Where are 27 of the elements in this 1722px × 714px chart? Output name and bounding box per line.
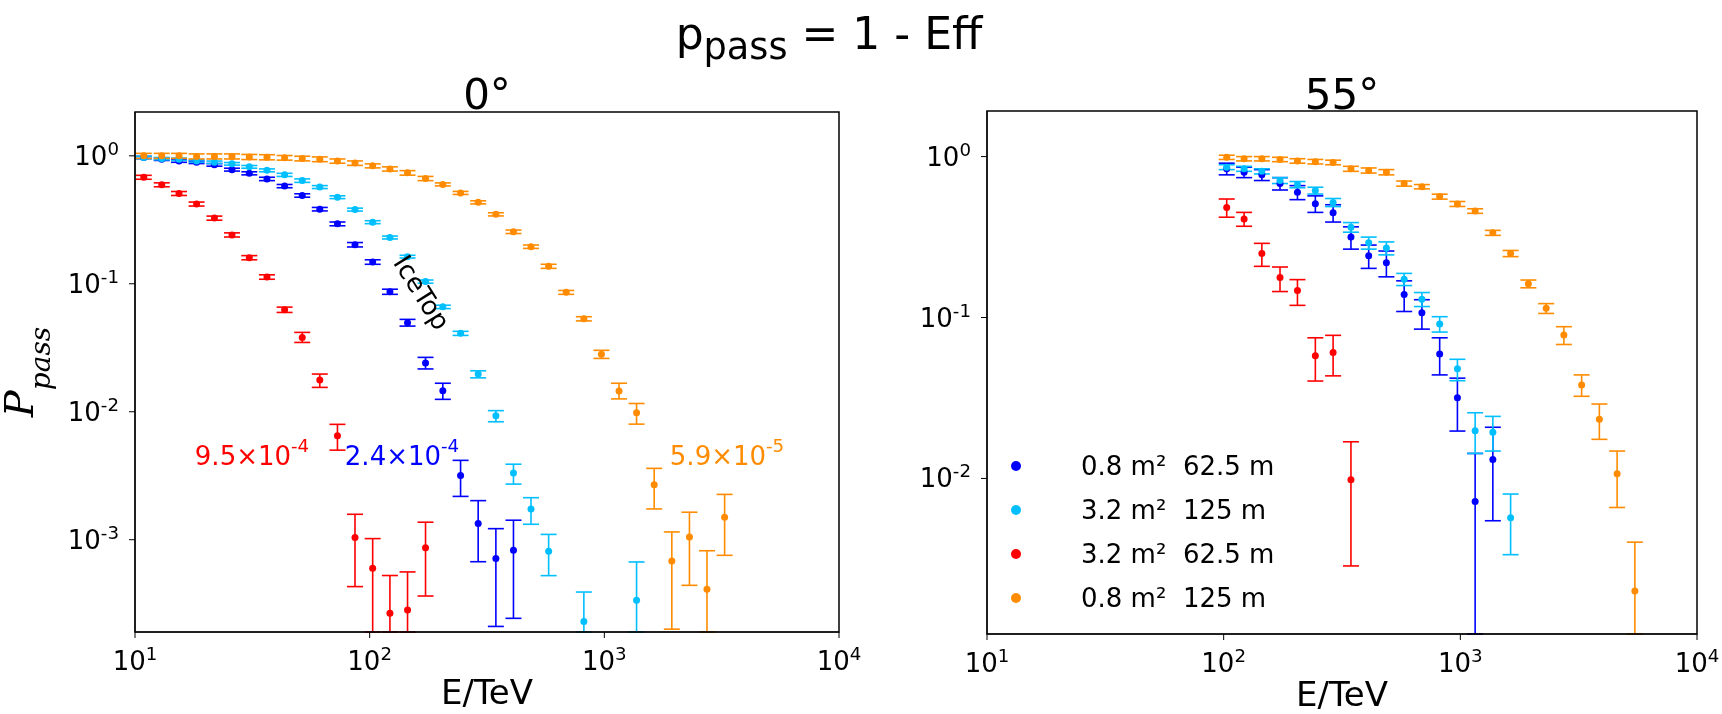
legend-label: 3.2 m² 62.5 m	[1081, 538, 1275, 571]
x-axis-title: E/TeV	[440, 672, 534, 712]
annotation: 9.5×10$^{-4}$	[194, 434, 310, 471]
x-tick-label: 10$^{1}$	[964, 644, 1010, 678]
chart-title: p$_{pass}$ = 1 - Eff	[674, 8, 985, 68]
chart-title: 55°	[1303, 70, 1381, 119]
x-tick-label: 10$^{4}$	[1674, 644, 1720, 678]
x-tick-label: 10$^{1}$	[112, 642, 158, 676]
x-tick-label: 10$^{4}$	[816, 642, 862, 676]
annotation: 5.9×10$^{-5}$	[669, 434, 785, 471]
y-tick-label: 10$^{-1}$	[919, 299, 971, 333]
y-tick-label: 10$^{-2}$	[67, 393, 119, 427]
y-tick-label: 10$^{-2}$	[919, 459, 971, 494]
y-tick-label: 10$^{-3}$	[67, 521, 119, 555]
x-tick-label: 10$^{2}$	[1201, 644, 1246, 678]
y-tick-label: 10$^{0}$	[74, 137, 119, 171]
x-axis-title: E/TeV	[1295, 674, 1389, 714]
x-tick-label: 10$^{3}$	[582, 642, 627, 676]
x-tick-label: 10$^{3}$	[1438, 644, 1483, 678]
y-tick-label: 10$^{-1}$	[67, 265, 119, 299]
legend-label: 0.8 m² 62.5 m	[1081, 450, 1275, 483]
annotation: 2.4×10$^{-4}$	[344, 434, 460, 471]
chart-subtitle: 0°	[462, 70, 512, 119]
y-tick-label: 10$^{0}$	[926, 138, 971, 172]
legend-label: 0.8 m² 125 m	[1081, 582, 1267, 615]
legend-label: 3.2 m² 125 m	[1081, 494, 1267, 527]
x-tick-label: 10$^{2}$	[347, 642, 392, 676]
